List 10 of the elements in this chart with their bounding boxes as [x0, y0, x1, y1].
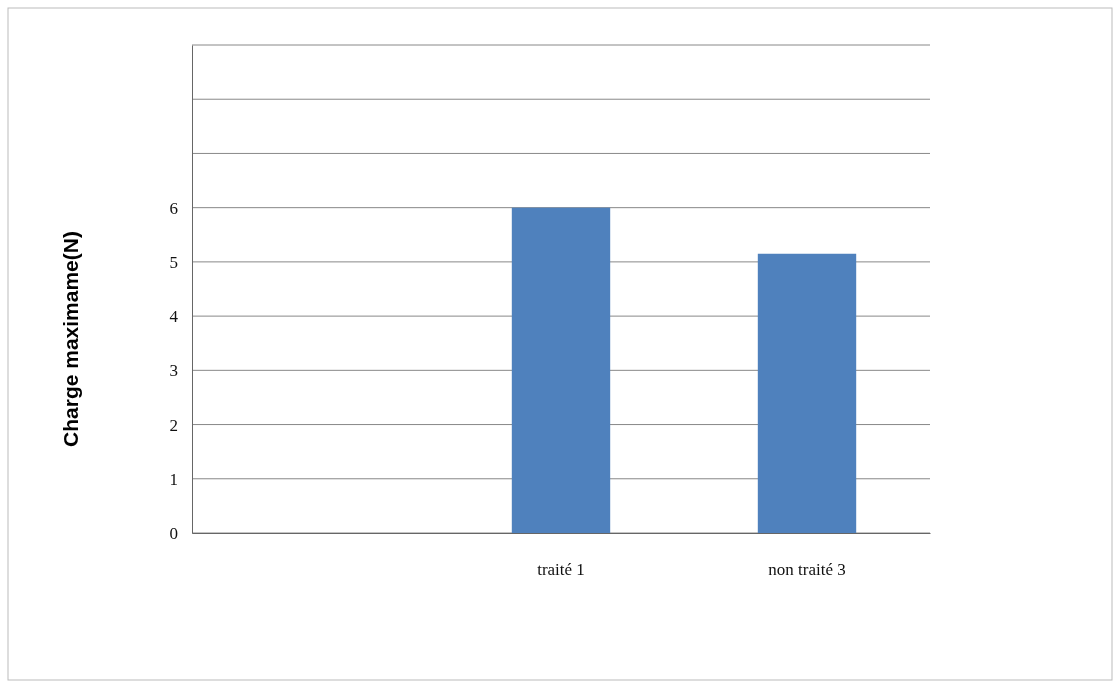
y-tick-label: 3: [169, 361, 178, 381]
x-tick-label: non traité 3: [768, 560, 846, 580]
y-tick-label: 2: [169, 415, 178, 435]
y-tick-label: 5: [169, 252, 178, 272]
y-tick-label: 1: [169, 469, 178, 489]
y-tick-label: 4: [169, 307, 179, 327]
y-tick-label: 6: [169, 198, 178, 218]
x-tick-label: traité 1: [537, 560, 585, 580]
y-axis-title: Charge maximame(N): [59, 231, 82, 447]
y-tick-label: 0: [169, 523, 178, 543]
